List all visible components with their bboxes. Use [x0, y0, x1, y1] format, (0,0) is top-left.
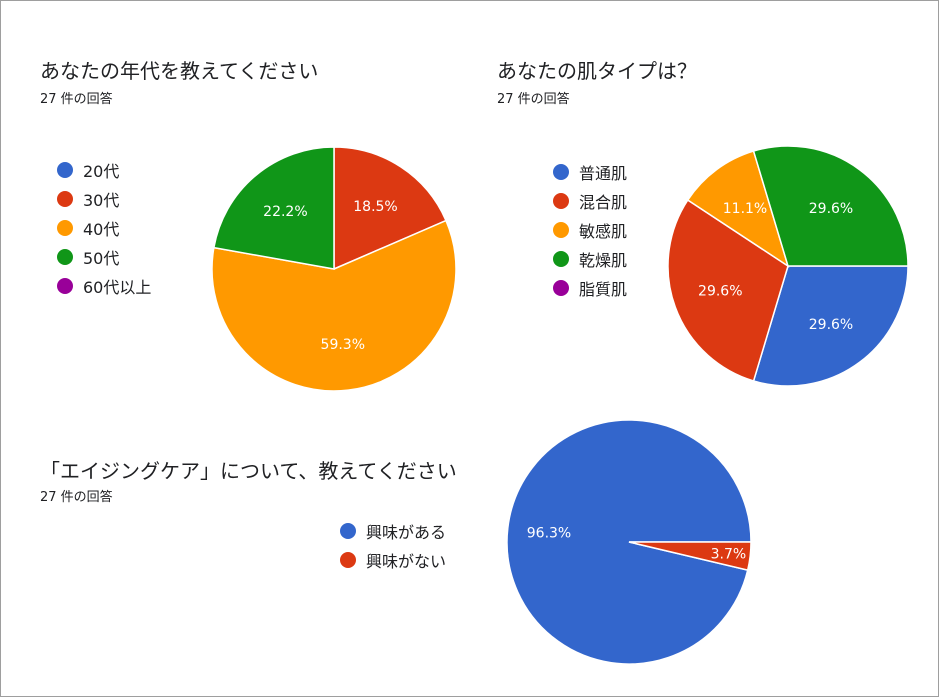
legend-label: 40代 [83, 219, 120, 239]
slice-data-label: 18.5% [353, 199, 397, 215]
chart-legend: 普通肌混合肌敏感肌乾燥肌脂質肌 [553, 157, 627, 302]
legend-label: 20代 [83, 161, 120, 181]
legend-swatch [553, 221, 569, 238]
chart-title: あなたの年代を教えてください [40, 59, 319, 83]
legend-item: 興味がある [340, 516, 446, 545]
chart-subtitle: 27 件の回答 [40, 490, 113, 505]
chart-subtitle: 27 件の回答 [497, 92, 570, 107]
legend-swatch [553, 163, 569, 180]
slice-data-label: 59.3% [321, 337, 365, 353]
pie-slice [667, 199, 789, 382]
legend-item: 乾燥肌 [553, 244, 627, 273]
legend-label: 興味がある [366, 522, 447, 542]
legend-label: 30代 [83, 190, 120, 210]
pie-slice [686, 150, 790, 268]
pie-slice [752, 265, 909, 387]
legend-label: 興味がない [366, 551, 447, 571]
legend-swatch [57, 219, 73, 236]
pie-slice [213, 146, 335, 270]
legend-item: 興味がない [340, 545, 446, 574]
legend-item: 普通肌 [553, 157, 627, 186]
legend-swatch [57, 161, 73, 178]
legend-swatch [553, 250, 569, 267]
slice-data-label: 22.2% [263, 204, 307, 220]
chart-subtitle: 27 件の回答 [40, 92, 113, 107]
legend-item: 敏感肌 [553, 215, 627, 244]
legend-item: 40代 [57, 213, 151, 242]
legend-swatch [340, 522, 356, 539]
legend-item: 60代以上 [57, 271, 151, 300]
slice-data-label: 29.6% [809, 317, 853, 333]
legend-swatch [57, 248, 73, 265]
legend-label: 普通肌 [579, 163, 628, 183]
legend-swatch [340, 551, 356, 568]
pie-chart: 18.5% 59.3% 22.2% [211, 146, 457, 392]
chart-title: あなたの肌タイプは？ [497, 59, 697, 83]
legend-label: 敏感肌 [579, 221, 628, 241]
pie-slice [211, 219, 457, 392]
legend-label: 60代以上 [83, 277, 152, 297]
pie-slice [628, 541, 752, 572]
pie-chart: 29.6% 29.6% 11.1% 29.6% [667, 145, 909, 387]
legend-swatch [57, 277, 73, 294]
legend-item: 50代 [57, 242, 151, 271]
chart-legend: 興味がある興味がない [340, 516, 446, 574]
pie-chart: 96.3% 3.7% [506, 419, 752, 665]
pie-slice [333, 146, 447, 271]
legend-item: 混合肌 [553, 186, 627, 215]
slice-data-label: 96.3% [527, 526, 571, 542]
legend-label: 脂質肌 [579, 279, 628, 299]
pie-slice [752, 145, 909, 267]
legend-swatch [57, 190, 73, 207]
legend-label: 混合肌 [579, 192, 628, 212]
legend-swatch [553, 192, 569, 209]
slice-data-label: 29.6% [698, 284, 742, 300]
legend-item: 30代 [57, 184, 151, 213]
chart-title: 「エイジングケア」について、教えてください [40, 459, 457, 483]
slice-data-label: 11.1% [723, 201, 767, 217]
legend-swatch [553, 279, 569, 296]
slice-data-label: 29.6% [809, 201, 853, 217]
chart-legend: 20代 30代 40代 50代 60代以上 [57, 155, 151, 300]
legend-label: 50代 [83, 248, 120, 268]
legend-label: 乾燥肌 [579, 250, 628, 270]
legend-item: 20代 [57, 155, 151, 184]
legend-item: 脂質肌 [553, 273, 627, 302]
slice-data-label: 3.7% [711, 547, 747, 563]
